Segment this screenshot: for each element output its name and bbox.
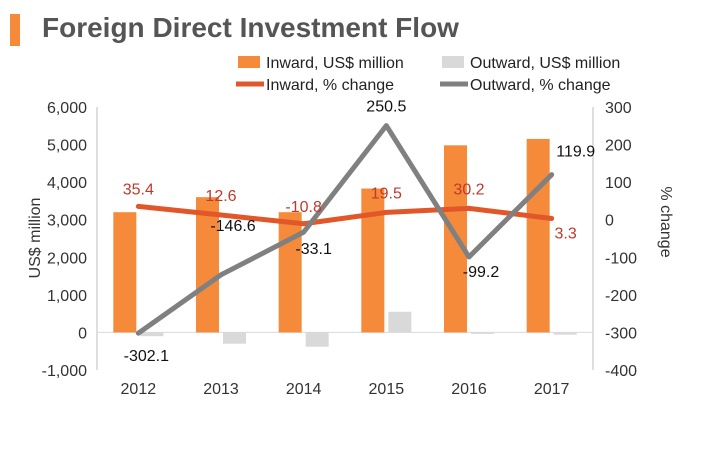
outward-change-line (135, 123, 555, 336)
inward-bar (113, 212, 137, 333)
y2-tick-label: -100 (605, 250, 637, 267)
y2-tick-label: -300 (605, 325, 637, 342)
legend: Inward, US$ million Outward, US$ million I… (236, 55, 620, 94)
x-tick-label: 2014 (286, 381, 322, 398)
inward-change-label: 19.5 (371, 185, 402, 202)
inward-change-label: 12.6 (205, 188, 236, 205)
outward-change-label: -99.2 (463, 264, 500, 281)
legend-outward-line-label: Outward, % change (470, 77, 611, 94)
legend-inward-bar-label: Inward, US$ million (266, 55, 404, 72)
y2-tick-label: 200 (605, 138, 632, 155)
legend-inward-bar-swatch (238, 56, 260, 68)
y2-tick-label: 300 (605, 100, 632, 117)
axes: -1,000 0 1,000 2,000 3,000 4,000 5,000 6,000 -40… (27, 100, 674, 398)
y-tick-label: 4,000 (47, 175, 87, 192)
y2-tick-label: -400 (605, 363, 637, 380)
y2-tick-label: 100 (605, 175, 632, 192)
y-tick-label: 2,000 (47, 250, 87, 267)
outward-change-label: -146.6 (210, 218, 255, 235)
outward-bar (553, 332, 577, 335)
outward-change-label: 119.9 (556, 144, 595, 161)
x-tick-label: 2013 (203, 381, 239, 398)
inward-change-label: 30.2 (453, 181, 484, 198)
inward-change-label: 3.3 (555, 225, 577, 242)
inward-bar (278, 212, 302, 333)
inward-bar (526, 138, 550, 333)
outward-bar (140, 332, 164, 337)
outward-bar (471, 332, 494, 334)
y2-axis-title: % change (657, 186, 674, 257)
outward-change-label: -302.1 (124, 348, 169, 365)
inward-change-label: -10.8 (285, 199, 322, 216)
y-tick-label: 3,000 (47, 213, 87, 230)
legend-outward-bar-label: Outward, US$ million (470, 55, 620, 72)
y-tick-label: 1,000 (47, 288, 87, 305)
inward-change-label: 35.4 (123, 181, 154, 198)
outward-bar (388, 311, 412, 333)
legend-inward-line-label: Inward, % change (266, 77, 394, 94)
y-tick-label: 0 (78, 325, 87, 342)
title-accent-bar (10, 14, 20, 46)
inward-change-line (135, 203, 555, 227)
x-tick-label: 2012 (121, 381, 157, 398)
outward-bar (305, 332, 329, 347)
chart-title: Foreign Direct Investment Flow (42, 12, 459, 43)
data-labels: 35.4 12.6 -10.8 19.5 30.2 3.3 -302.1 -146.6 -33.… (123, 99, 595, 366)
x-tick-label: 2017 (534, 381, 570, 398)
bars (113, 138, 577, 347)
x-tick-label: 2016 (451, 381, 487, 398)
y-tick-label: -1,000 (42, 363, 87, 380)
y-tick-label: 6,000 (47, 100, 87, 117)
outward-bar (223, 332, 246, 344)
lines (135, 123, 555, 336)
y-axis-title: US$ million (27, 198, 44, 279)
inward-bar (361, 188, 385, 333)
outward-change-label: 250.5 (366, 99, 406, 116)
y-tick-label: 5,000 (47, 138, 87, 155)
outward-change-label: -33.1 (295, 241, 332, 258)
y2-tick-label: -200 (605, 288, 637, 305)
y2-tick-label: 0 (605, 213, 614, 230)
x-tick-label: 2015 (369, 381, 405, 398)
legend-outward-bar-swatch (442, 56, 464, 68)
inward-bar (196, 197, 219, 333)
